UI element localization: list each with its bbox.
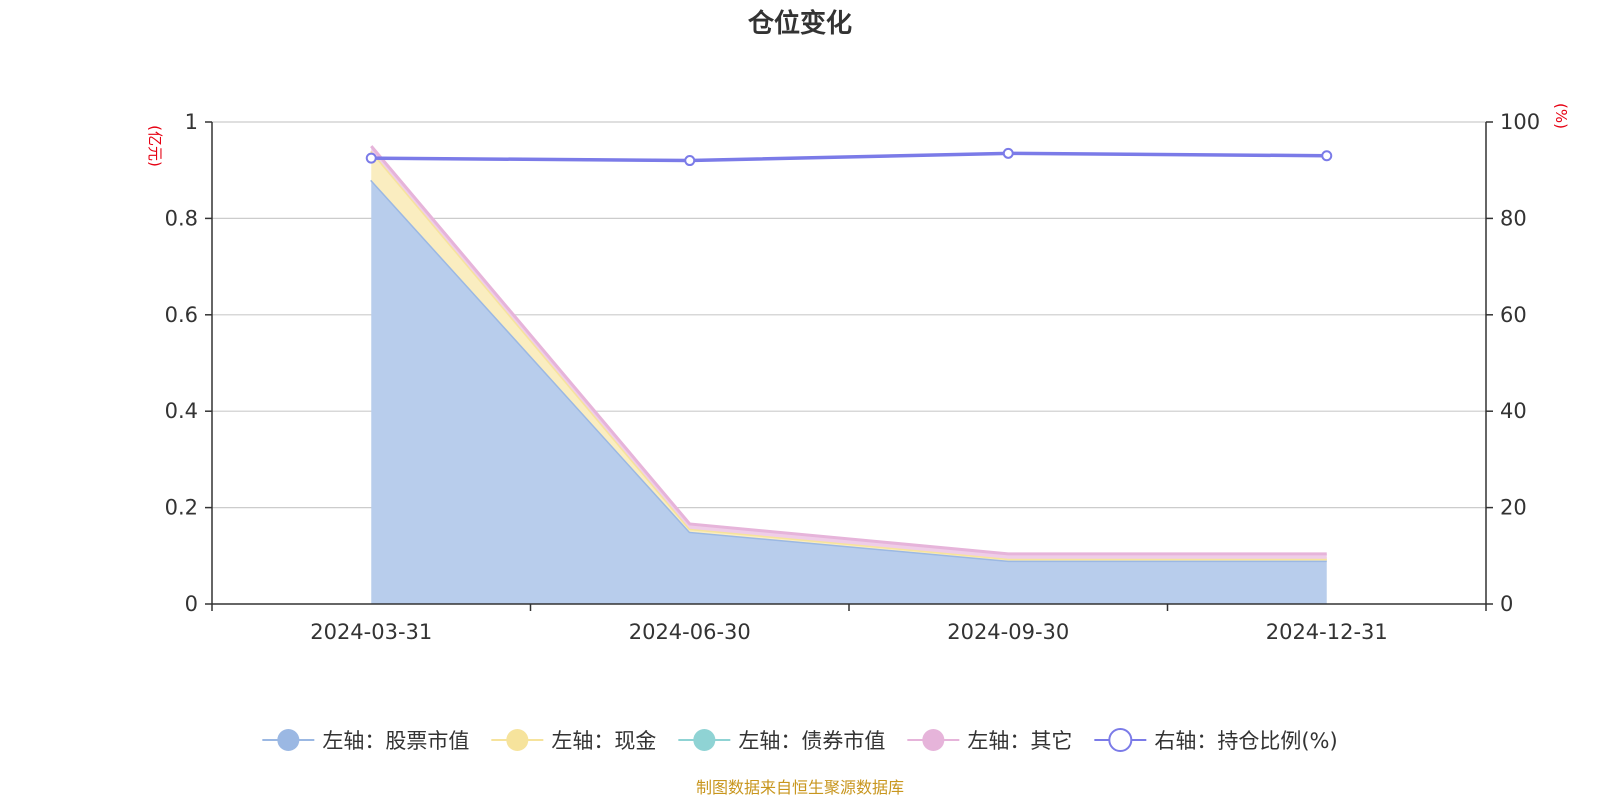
legend-marker [277,729,300,751]
legend-item: 左轴：现金 [491,729,656,753]
x-axis-label: 2024-06-30 [629,620,751,644]
left-axis-tick-label: 0.4 [165,399,198,423]
legend-item-label: 左轴：股票市值 [322,729,469,753]
legend: 左轴：股票市值 左轴：现金 左轴：债券市值 左轴：其它 右轴：持仓比例(%) [262,728,1338,753]
legend-item: 左轴：股票市值 [262,729,469,753]
left-axis-tick-label: 1 [185,110,198,134]
right-axis-tick-label: 0 [1500,592,1513,616]
right-axis-unit: (%) [1552,103,1570,129]
right-axis-tick-label: 100 [1500,110,1540,134]
chart-title: 仓位变化 [747,8,852,39]
legend-marker [506,729,529,751]
holding-ratio-point [684,155,696,167]
x-axis-label: 2024-12-31 [1266,620,1388,644]
left-axis-tick-label: 0.8 [165,206,198,230]
left-axis-tick-label: 0.2 [165,496,198,520]
holding-ratio-line-path [371,151,1327,163]
stacked-areas [370,145,1327,604]
legend-marker [922,729,945,751]
left-axis-tick-label: 0 [185,592,198,616]
left-axis-unit: (亿元) [146,125,164,167]
legend-item-label: 左轴：其它 [967,729,1072,753]
right-axis-tick-label: 20 [1500,496,1527,520]
right-axis-tick-label: 80 [1500,206,1527,230]
left-axis-tick-label: 0.6 [165,303,198,327]
right-axis-tick-label: 60 [1500,303,1527,327]
right-axis-tick-label: 40 [1500,399,1527,423]
legend-hollow-marker [1108,728,1133,752]
holding-ratio-point [365,152,377,164]
axes: (亿元) (%) 0 0 0.2 20 0.4 40 0.6 60 0.8 80 1 100 2024-… [146,103,1570,644]
area-edge-series-4 [370,145,1327,556]
legend-item: 左轴：债券市值 [678,729,885,753]
area-series-1 [371,179,1327,604]
holding-ratio-line [365,147,1333,167]
legend-item: 左轴：其它 [907,729,1072,753]
holding-ratio-point [1321,150,1333,162]
legend-item-label: 左轴：债券市值 [738,729,885,753]
legend-item-label: 左轴：现金 [551,729,656,753]
legend-item-label: 右轴：持仓比例(%) [1154,729,1337,753]
x-axis-label: 2024-09-30 [947,620,1069,644]
legend-item: 右轴：持仓比例(%) [1094,728,1338,753]
x-axis-label: 2024-03-31 [310,620,432,644]
legend-marker [693,729,716,751]
holding-ratio-point [1002,147,1014,159]
source-note: 制图数据来自恒生聚源数据库 [696,778,904,797]
